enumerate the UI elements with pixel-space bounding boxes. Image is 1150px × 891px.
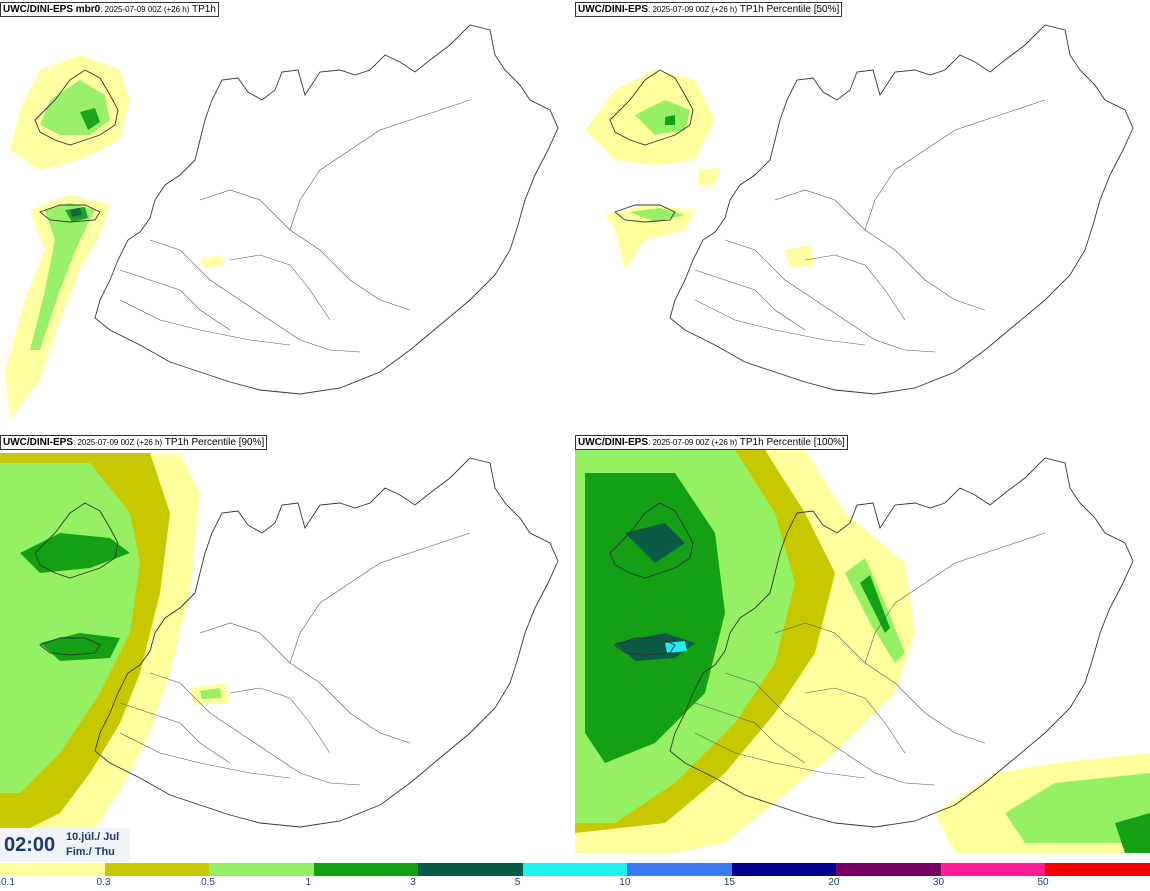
model-name: UWC/DINI-EPS bbox=[578, 4, 648, 15]
precip-map bbox=[0, 453, 559, 853]
model-name: UWC/DINI-EPS bbox=[3, 437, 73, 448]
map-panel-mbr0: UWC/DINI-EPS mbr0: 2025-07-09 00Z (+26 h… bbox=[0, 0, 575, 433]
valid-date: 10.júl./ Jul bbox=[66, 831, 120, 843]
legend-label: 20 bbox=[828, 877, 840, 888]
precip-fill bbox=[585, 70, 815, 270]
legend-label: 1 bbox=[305, 877, 312, 888]
legend-label: 0.5 bbox=[201, 877, 215, 888]
panel-title: UWC/DINI-EPS: 2025-07-09 00Z (+26 h) TP1… bbox=[575, 2, 843, 17]
field-name: TP1h bbox=[192, 4, 216, 15]
field-name: TP1h Percentile [100%] bbox=[739, 437, 845, 448]
precip-map bbox=[5, 24, 559, 420]
panel-title: UWC/DINI-EPS mbr0: 2025-07-09 00Z (+26 h… bbox=[0, 2, 219, 17]
legend-color-8 bbox=[836, 863, 942, 876]
run-time: : 2025-07-09 00Z (+26 h) bbox=[100, 5, 190, 14]
map-panel-p100: UWC/DINI-EPS: 2025-07-09 00Z (+26 h) TP1… bbox=[575, 433, 1150, 866]
legend-color-1 bbox=[104, 863, 211, 876]
run-time: : 2025-07-09 00Z (+26 h) bbox=[73, 438, 163, 447]
precip-fill bbox=[575, 450, 1150, 853]
valid-time: 02:00 bbox=[4, 834, 56, 856]
model-name: UWC/DINI-EPS mbr0 bbox=[3, 4, 101, 15]
legend-color-2 bbox=[209, 863, 315, 876]
field-name: TP1h Percentile [50%] bbox=[739, 4, 840, 15]
legend-color-7 bbox=[731, 863, 838, 876]
run-time: : 2025-07-09 00Z (+26 h) bbox=[648, 438, 738, 447]
precip-map bbox=[585, 24, 1134, 395]
valid-time-box: 02:00 10.júl./ Jul Fim./ Thu bbox=[0, 828, 130, 862]
model-name: UWC/DINI-EPS bbox=[578, 437, 648, 448]
legend-color-6 bbox=[627, 863, 733, 876]
legend-color-5 bbox=[522, 863, 629, 876]
legend-color-4 bbox=[418, 863, 524, 876]
valid-weekday: Fim./ Thu bbox=[66, 846, 115, 858]
precip-fill bbox=[0, 453, 230, 853]
legend-label: 3 bbox=[410, 877, 416, 888]
field-name: TP1h Percentile [90%] bbox=[164, 437, 265, 448]
precip-map bbox=[575, 450, 1150, 853]
legend-color-3 bbox=[313, 863, 420, 876]
legend-color-0 bbox=[0, 863, 106, 876]
legend-label: 0.1 bbox=[1, 877, 15, 888]
panel-title: UWC/DINI-EPS: 2025-07-09 00Z (+26 h) TP1… bbox=[0, 435, 268, 450]
map-panel-p50: UWC/DINI-EPS: 2025-07-09 00Z (+26 h) TP1… bbox=[575, 0, 1150, 433]
legend-label: 50 bbox=[1037, 877, 1049, 888]
panel-title: UWC/DINI-EPS: 2025-07-09 00Z (+26 h) TP1… bbox=[575, 435, 848, 450]
legend-label: 15 bbox=[723, 877, 735, 888]
color-legend: 0.1 0.3 0.5 1 3 5 10 15 20 30 50 bbox=[0, 863, 1150, 891]
run-time: : 2025-07-09 00Z (+26 h) bbox=[648, 5, 738, 14]
legend-label: 0.3 bbox=[96, 877, 111, 888]
map-panel-p90: UWC/DINI-EPS: 2025-07-09 00Z (+26 h) TP1… bbox=[0, 433, 575, 866]
legend-label: 30 bbox=[932, 877, 945, 888]
precip-fill bbox=[5, 55, 225, 420]
legend-label: 5 bbox=[514, 877, 521, 888]
legend-color-10 bbox=[1045, 863, 1150, 876]
legend-label: 10 bbox=[619, 877, 631, 888]
legend-color-9 bbox=[940, 863, 1047, 876]
